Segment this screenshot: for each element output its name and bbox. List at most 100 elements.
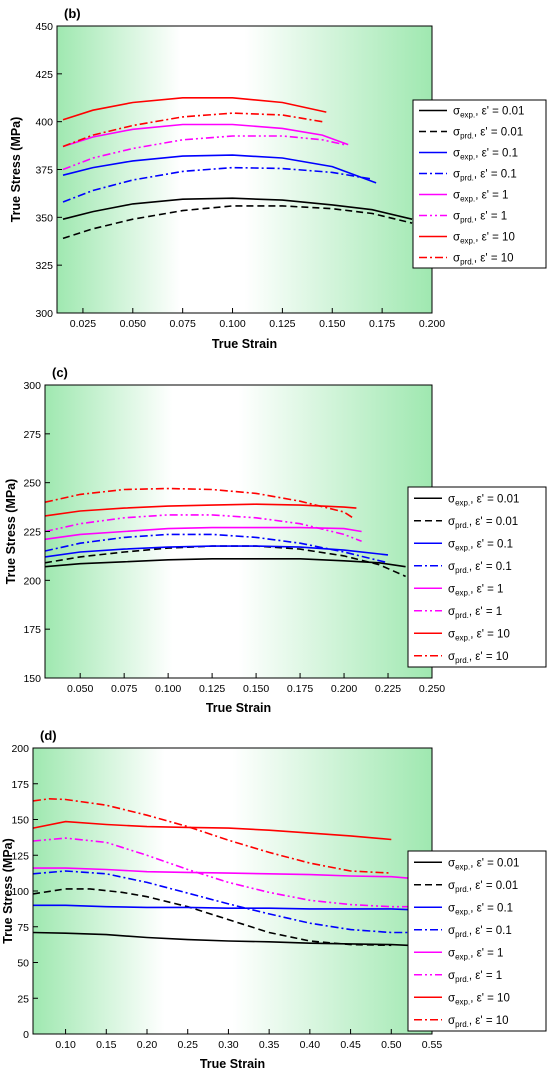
x-tick-label: 0.200 [419,318,445,330]
plot-area [45,385,432,678]
legend-entry: σexp., ε' = 10 [453,232,515,246]
series-line [33,867,408,879]
legend: σexp., ε' = 0.01 σprd., ε' = 0.01 σexp., ε… [407,850,547,1032]
series-line [62,97,327,121]
x-tick-label: 0.125 [199,683,225,695]
legend-entry: σexp., ε' = 0.1 [448,538,513,552]
legend-entry: σprd., ε' = 1 [453,211,507,225]
legend-entry: σexp., ε' = 10 [448,992,510,1006]
chart-panel: 0.050 0.075 0.100 0.125 0.150 0.175 0.200 0.225… [4,365,547,715]
x-tick-label: 0.250 [419,683,445,695]
legend-box [412,99,547,269]
x-axis-label: True Strain [206,701,271,715]
y-tick-label: 300 [23,380,41,392]
x-tick-label: 0.075 [170,318,196,330]
series-line [62,123,349,148]
legend-entry: σexp., ε' = 0.1 [453,148,518,162]
y-tick-label: 450 [35,21,53,33]
series-line [33,904,408,911]
x-tick-label: 0.125 [269,318,295,330]
series-line [44,487,354,519]
y-tick-label: 375 [35,165,53,177]
x-tick-label: 0.45 [340,1039,361,1051]
legend-entry: σprd., ε' = 10 [448,651,509,665]
x-tick-label: 0.175 [369,318,395,330]
y-tick-label: 0 [23,1029,29,1041]
legend-entry: σprd., ε' = 1 [448,606,502,620]
y-tick-label: 175 [23,624,41,636]
y-tick-label: 325 [35,260,53,272]
y-tick-label: 175 [11,779,29,791]
legend-entry: σexp., ε' = 1 [453,190,508,204]
x-tick-label: 0.050 [67,683,93,695]
y-axis-label: True Stress (MPa) [9,117,23,223]
panel-label: (b) [64,6,81,21]
x-tick-label: 0.025 [70,318,96,330]
series-line [62,154,377,184]
y-tick-label: 275 [23,429,41,441]
series-line [62,112,323,148]
series-line [32,837,408,908]
series-line [44,526,362,541]
chart-panel: 0.10 0.15 0.20 0.25 0.30 0.35 0.40 0.45 0.50 0.55… [1,728,547,1071]
legend-entry: σexp., ε' = 0.01 [448,857,519,871]
legend-box [407,486,547,668]
legend-entry: σprd., ε' = 10 [448,1015,509,1029]
x-axis-label: True Strain [200,1057,265,1071]
panel-label: (d) [40,728,57,743]
series-line [32,870,408,934]
x-tick-label: 0.20 [137,1039,158,1051]
plot-area [57,26,432,313]
y-tick-label: 400 [35,117,53,129]
legend-box [407,850,547,1032]
series-line [32,931,408,947]
series-line [44,533,389,564]
y-tick-label: 200 [11,743,29,755]
y-tick-label: 100 [11,886,29,898]
series-line [62,197,413,220]
legend-entry: σprd., ε' = 0.1 [448,925,512,939]
y-tick-label: 250 [23,478,41,490]
x-tick-label: 0.35 [259,1039,280,1051]
legend-entry: σprd., ε' = 0.1 [448,561,512,575]
y-tick-label: 150 [23,673,41,685]
legend-entry: σexp., ε' = 1 [448,947,503,961]
series-line [62,205,413,240]
x-tick-label: 0.50 [381,1039,402,1051]
legend-entry: σprd., ε' = 1 [448,970,502,984]
y-tick-label: 150 [11,815,29,827]
legend-entry: σprd., ε' = 0.01 [448,516,518,530]
legend-entry: σprd., ε' = 10 [453,253,514,267]
series-line [44,514,362,543]
x-tick-label: 0.150 [319,318,345,330]
x-tick-label: 0.225 [375,683,401,695]
y-tick-label: 350 [35,212,53,224]
y-tick-label: 200 [23,575,41,587]
series-line [62,135,345,171]
x-tick-label: 0.15 [96,1039,117,1051]
plot-area [33,748,432,1034]
x-tick-label: 0.050 [120,318,146,330]
legend-entry: σprd., ε' = 0.01 [448,880,518,894]
series-line [44,545,389,558]
y-axis-label: True Stress (MPa) [1,838,15,944]
x-tick-label: 0.100 [219,318,245,330]
series-line [62,166,373,203]
x-tick-label: 0.075 [111,683,137,695]
y-tick-label: 300 [35,308,53,320]
x-tick-label: 0.30 [218,1039,239,1051]
legend-entry: σexp., ε' = 1 [448,583,503,597]
series-line [44,503,357,517]
legend-entry: σexp., ε' = 0.1 [448,902,513,916]
legend-entry: σexp., ε' = 0.01 [453,106,524,120]
series-line [44,557,406,568]
legend-entry: σprd., ε' = 0.1 [453,169,517,183]
legend-entry: σprd., ε' = 0.01 [453,127,523,141]
panel-label: (c) [52,365,68,380]
x-tick-label: 0.55 [422,1039,443,1051]
x-axis-label: True Strain [212,337,277,351]
x-tick-label: 0.175 [287,683,313,695]
y-tick-label: 225 [23,527,41,539]
chart-panel: 0.025 0.050 0.075 0.100 0.125 0.150 0.175 0.200… [9,6,547,351]
